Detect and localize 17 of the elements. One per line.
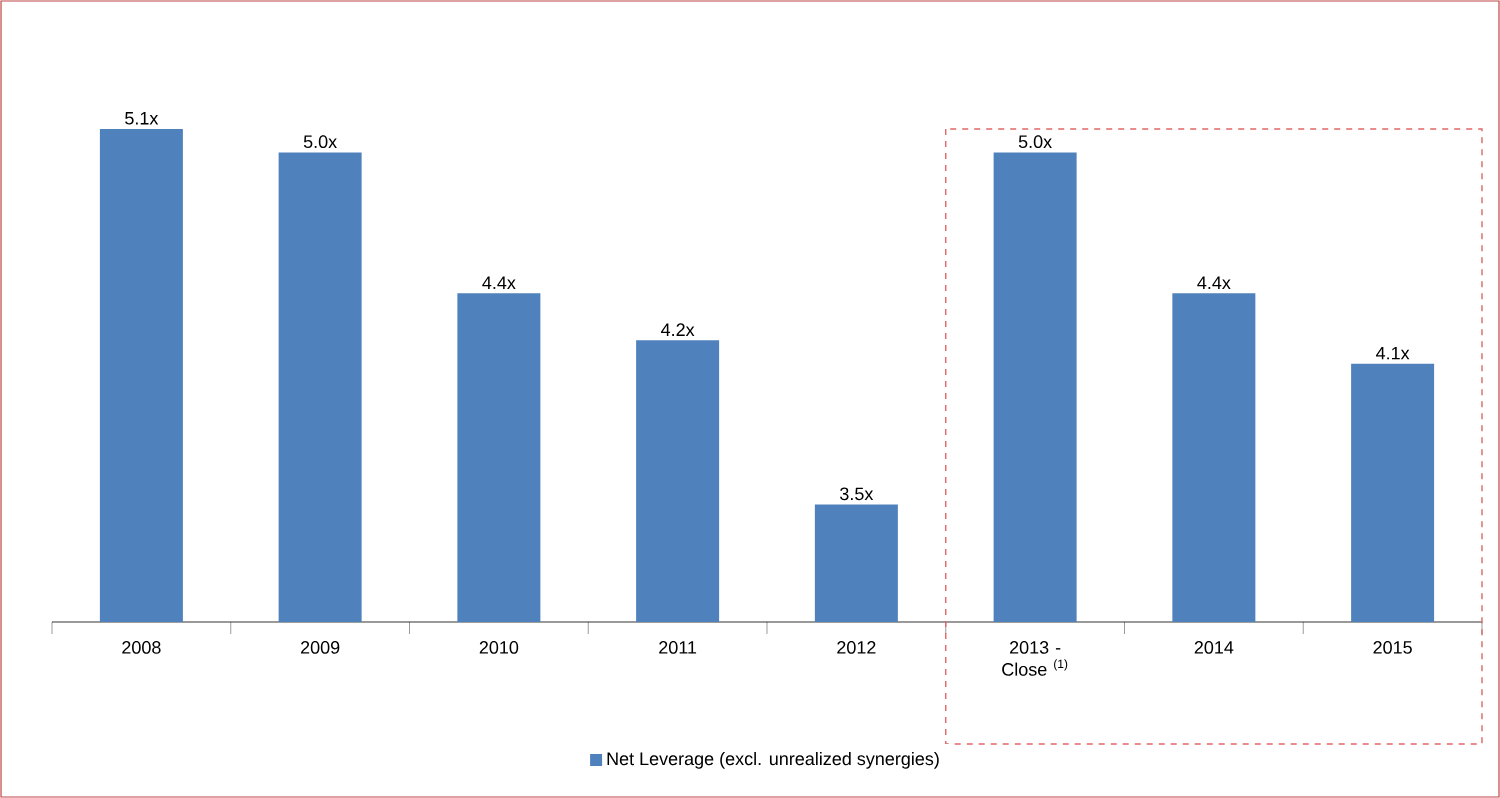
data-label: 3.5x bbox=[840, 487, 874, 501]
data-label: 5.0x bbox=[1018, 135, 1052, 149]
data-label: 4.2x bbox=[661, 323, 695, 336]
x-tick-label: 2010 bbox=[479, 641, 519, 654]
x-tick-label: 2009 bbox=[301, 641, 340, 654]
x-tick-label: 2008 bbox=[122, 641, 161, 654]
x-tick-label: 2014 bbox=[1194, 641, 1234, 654]
legend-label: Net Leverage (excl. unrealized synergies) bbox=[607, 751, 939, 769]
x-tick-label: 2015 bbox=[1373, 641, 1412, 654]
data-label: 4.4x bbox=[1197, 276, 1231, 289]
data-label: 4.4x bbox=[482, 276, 516, 289]
x-tick-label: 2012 bbox=[837, 641, 876, 654]
data-label: 4.1x bbox=[1376, 346, 1410, 360]
data-label: 5.0x bbox=[303, 135, 337, 149]
data-label: 5.1x bbox=[125, 112, 159, 125]
x-tick-label: 2013 - Close $^{(1)}$ bbox=[1002, 641, 1068, 676]
x-tick-label: 2011 bbox=[659, 641, 697, 654]
